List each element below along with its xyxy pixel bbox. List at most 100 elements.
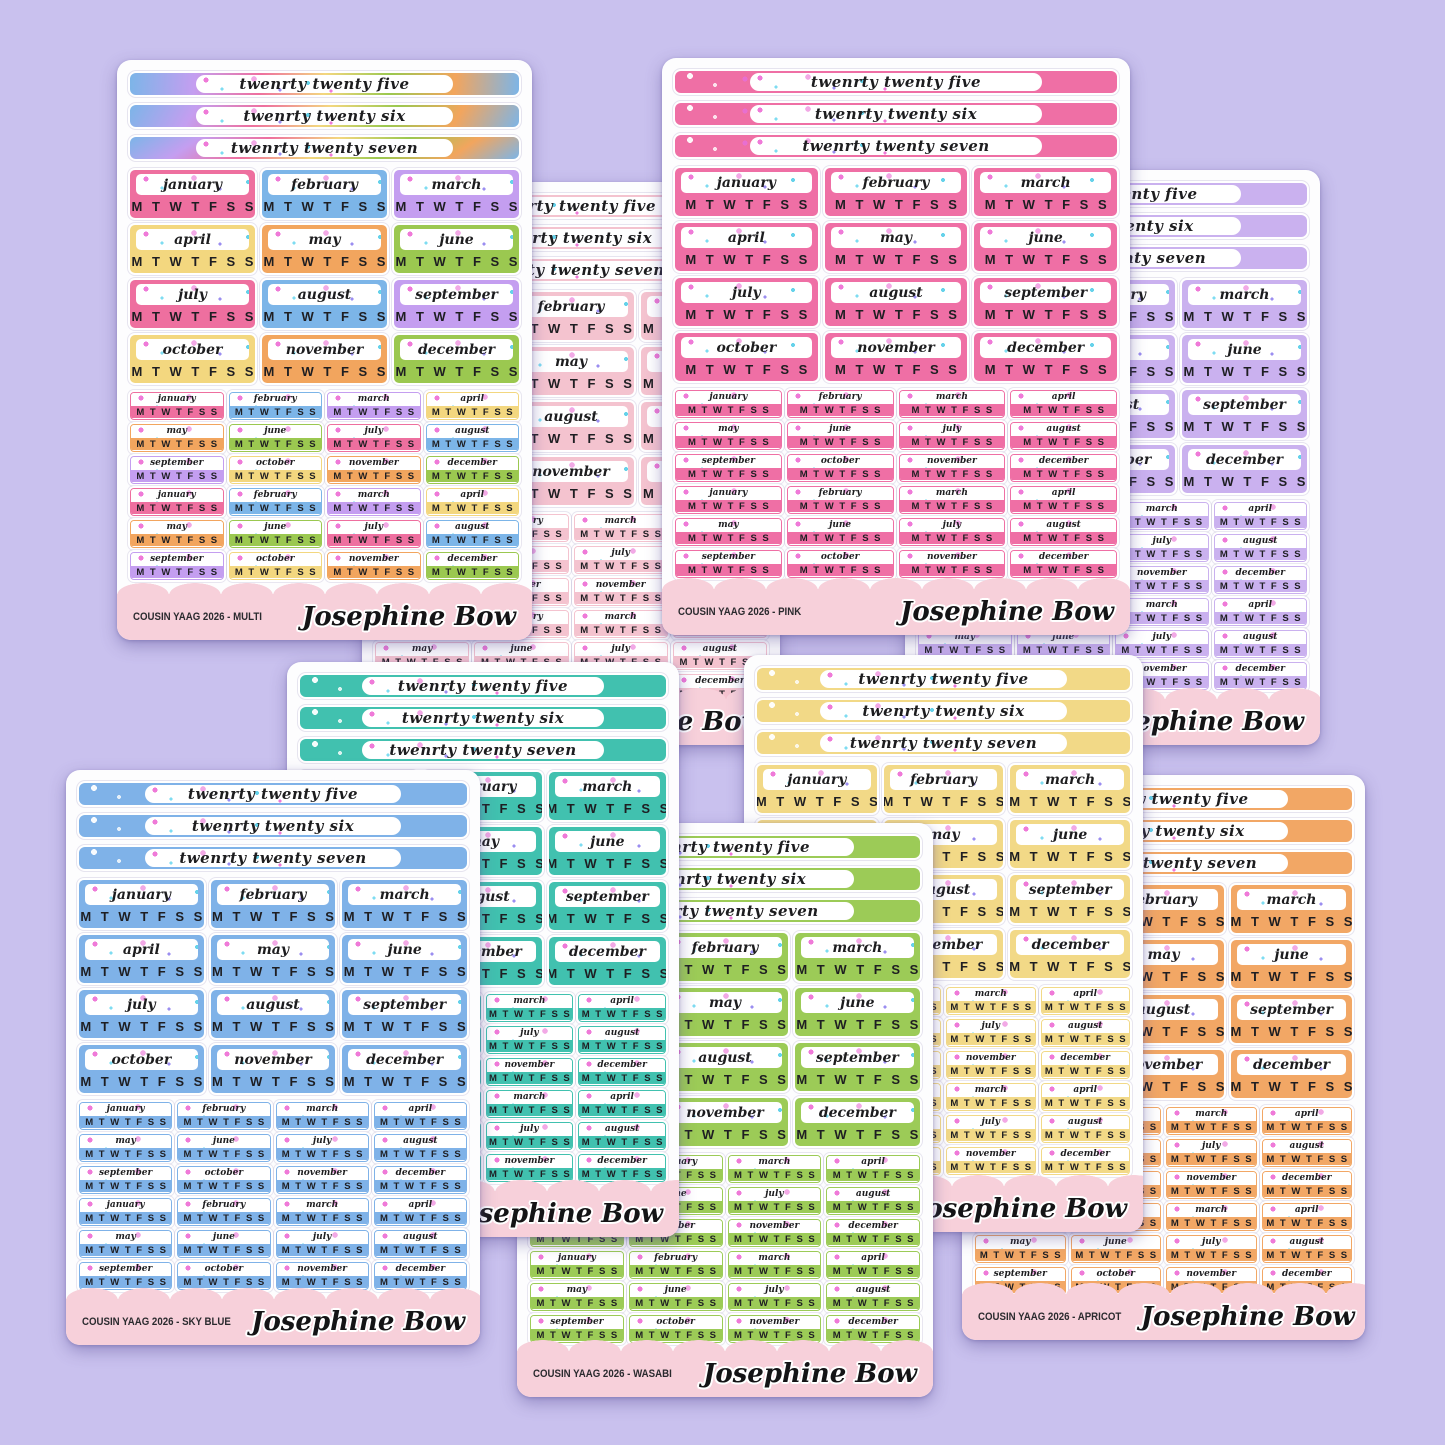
sheet-footer: COUSIN YAAG 2026 - PINK Josephine Bow: [662, 578, 1130, 635]
shop-logo: Josephine Bow: [251, 1307, 466, 1337]
weekday-letters: M T W T F S S: [835, 307, 960, 322]
month-name-label: november: [514, 461, 628, 482]
weekday-letters: M T W T F S S: [728, 1297, 821, 1309]
month-name-label: april: [1011, 391, 1116, 404]
month-sticker-large-april: april M T W T F S S: [79, 935, 204, 983]
month-name-label: april: [1011, 487, 1116, 500]
month-name-label: april: [1262, 1108, 1351, 1121]
month-name-label: july: [328, 521, 420, 534]
month-sticker-large-june: june M T W T F S S: [1182, 335, 1307, 383]
month-sticker-large-january: january M T W T F S S: [675, 168, 818, 216]
month-name-label: january: [80, 1103, 172, 1116]
month-name-label: july: [947, 1116, 1035, 1129]
year-bar-label: twenrty twenty seven: [144, 849, 402, 867]
weekday-letters: M T W T F S S: [984, 362, 1110, 377]
month-name-label: june: [229, 425, 321, 438]
footer-banner: COUSIN YAAG 2026 - WASABI Josephine Bow: [517, 1351, 933, 1397]
month-sticker-large-december: december M T W T F S S: [1182, 445, 1307, 493]
month-sticker-small-march: march M T W T F S S: [1115, 598, 1209, 626]
weekday-letters: M T W T F S S: [757, 794, 877, 809]
weekday-letters: M T W T F S S: [1116, 612, 1208, 624]
month-name-label: june: [1188, 339, 1301, 360]
weekday-letters: M T W T F S S: [899, 532, 1005, 544]
weekday-letters: M T W T F S S: [328, 438, 420, 450]
weekday-letters: M T W T F S S: [947, 1065, 1035, 1077]
month-sticker-large-october: october M T W T F S S: [79, 1045, 204, 1093]
month-name-label: august: [1214, 631, 1306, 644]
product-variant-label: COUSIN YAAG 2026 - PINK: [678, 606, 802, 618]
weekday-letters: M T W T F S S: [178, 1212, 270, 1224]
month-name-label: february: [629, 1252, 722, 1265]
weekday-letters: M T W T F S S: [1116, 548, 1208, 560]
month-name-label: january: [531, 1252, 623, 1265]
month-name-label: july: [486, 1027, 573, 1040]
weekday-letters: M T W T F S S: [947, 1129, 1035, 1141]
month-name-label: february: [830, 172, 962, 193]
shop-logo: Josephine Bow: [449, 1199, 663, 1229]
month-sticker-large-august: august M T W T F S S: [210, 990, 336, 1038]
month-name-label: april: [827, 1156, 919, 1169]
weekday-letters: M T W T F S S: [80, 1244, 172, 1256]
year-bar-sticker: twenrty twenty seven: [300, 739, 666, 761]
year-bar-label: twenrty twenty five: [362, 677, 604, 695]
month-name-label: february: [229, 393, 321, 406]
weekday-letters: M T W T F S S: [276, 1276, 368, 1288]
weekday-letters: M T W T F S S: [1214, 548, 1306, 560]
month-name-label: september: [676, 551, 781, 564]
weekday-letters: M T W T F S S: [374, 1148, 466, 1160]
month-name-label: january: [676, 487, 781, 500]
weekday-letters: M T W T F S S: [1010, 904, 1130, 919]
shop-logo: Josephine Bow: [1140, 1302, 1355, 1332]
month-sticker-large-december: december M T W T F S S: [548, 937, 666, 985]
weekday-letters: M T W T F S S: [835, 197, 960, 212]
weekday-letters: M T W T F S S: [1214, 644, 1306, 656]
weekday-letters: M T W T F S S: [685, 197, 811, 212]
sticker-sheet-multi: twenrty twenty five twenrty twenty six twe…: [117, 60, 532, 640]
weekday-letters: M T W T F S S: [328, 406, 420, 418]
month-name-label: april: [374, 1199, 466, 1212]
month-sticker-large-june: june M T W T F S S: [794, 988, 920, 1036]
month-name-label: september: [400, 284, 513, 305]
month-name-label: january: [80, 1199, 172, 1212]
weekday-letters: M T W T F S S: [531, 1265, 623, 1277]
month-name-label: september: [1237, 999, 1346, 1020]
month-sticker-small-march: march M T W T F S S: [327, 392, 421, 420]
weekday-letters: M T W T F S S: [676, 564, 781, 576]
weekday-letters: M T W T F S S: [676, 436, 781, 448]
month-name-label: march: [980, 172, 1111, 193]
month-name-label: march: [728, 1252, 821, 1265]
year-bar-label: twenrty twenty six: [820, 702, 1067, 720]
month-name-label: september: [976, 1268, 1065, 1281]
footer-banner: COUSIN YAAG 2026 - APRICOT Josephine Bow: [962, 1294, 1365, 1340]
month-sticker-small-march: march M T W T F S S: [946, 987, 1036, 1015]
month-sticker-large-december: december M T W T F S S: [1231, 1050, 1352, 1098]
month-name-label: march: [486, 1091, 573, 1104]
month-sticker-large-december: december M T W T F S S: [794, 1098, 920, 1146]
month-name-label: april: [1214, 503, 1306, 516]
month-name-label: march: [800, 937, 914, 958]
weekday-letters: M T W T F S S: [919, 644, 1011, 656]
month-name-label: november: [830, 337, 962, 358]
year-bar-label: twenrty twenty five: [144, 785, 402, 803]
month-name-label: july: [681, 282, 812, 303]
weekday-letters: M T W T F S S: [80, 909, 204, 924]
weekday-letters: M T W T F S S: [899, 404, 1005, 416]
weekday-letters: M T W T F S S: [276, 1244, 368, 1256]
